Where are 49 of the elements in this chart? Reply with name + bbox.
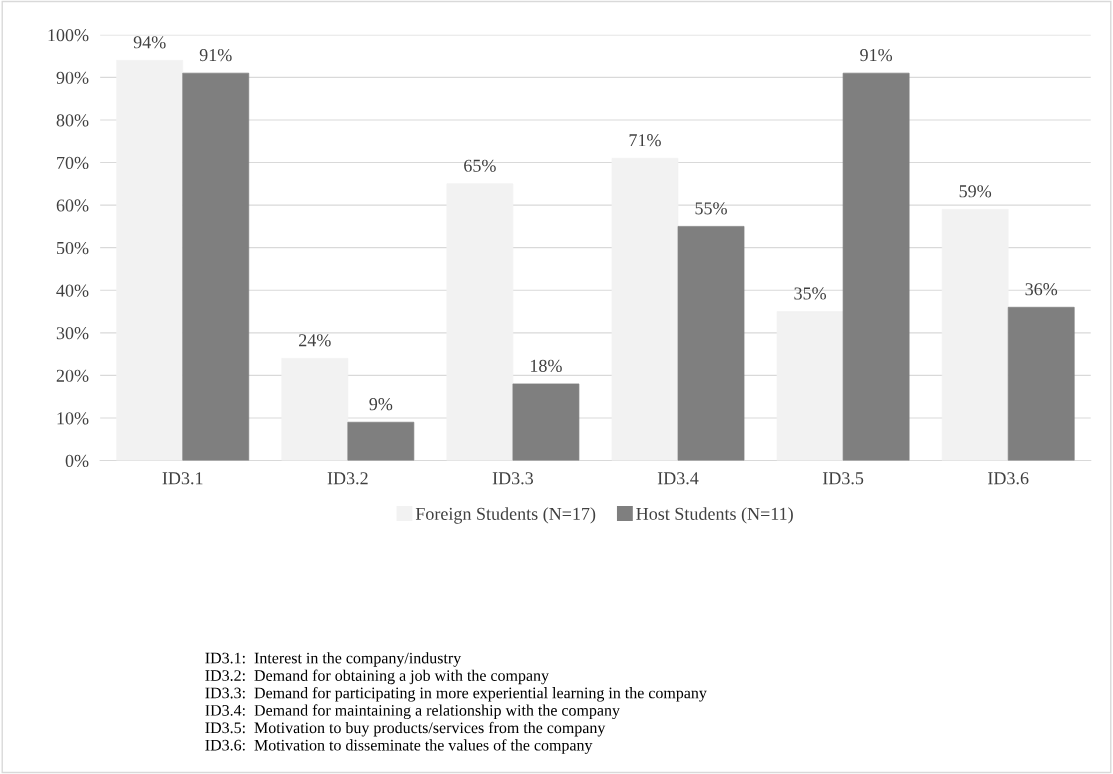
data-label: 9% — [369, 398, 393, 411]
y-tick-label: 60% — [56, 199, 89, 212]
data-label: 94% — [133, 36, 166, 49]
y-tick-label: 20% — [56, 369, 89, 382]
x-tick-label: ID3.2 — [327, 472, 368, 485]
y-tick-label: 80% — [56, 114, 89, 127]
x-tick-label: ID3.4 — [657, 472, 699, 485]
bar — [842, 72, 910, 461]
text: ID3.3: Demand for participating in more experiential learning in the company — [205, 686, 707, 702]
bar — [446, 183, 514, 461]
data-label: 35% — [794, 287, 827, 300]
legend-label: Foreign Students (N=17) — [415, 507, 596, 524]
x-tick-label: ID3.1 — [162, 472, 203, 485]
y-tick-label: 100% — [48, 29, 89, 42]
data-label: 55% — [695, 202, 727, 215]
data-label: 91% — [860, 48, 893, 62]
y-tick-label: 0% — [65, 454, 89, 468]
text: ID3.5: Motivation to buy products/services from the company — [205, 721, 606, 737]
text: ID3.1: Interest in the company/industry — [205, 652, 462, 667]
y-tick-label: 40% — [56, 284, 89, 297]
data-label: 71% — [629, 134, 661, 147]
y-tick-label: 70% — [57, 156, 89, 170]
data-label: 18% — [530, 359, 562, 372]
text: ID3.4: Demand for maintaining a relationship with the company — [205, 704, 620, 720]
text: ID3.2: Demand for obtaining a job with the company — [205, 669, 549, 685]
bar — [182, 72, 250, 461]
data-label: 24% — [299, 334, 331, 347]
bar — [941, 209, 1009, 461]
bar — [512, 383, 580, 461]
text: ID3.6: Motivation to disseminate the values of the company — [205, 739, 593, 754]
y-tick-label: 50% — [57, 241, 89, 255]
y-tick-label: 10% — [57, 412, 89, 425]
bar — [281, 358, 349, 461]
data-label: 65% — [464, 159, 496, 172]
y-tick-label: 30% — [56, 327, 89, 340]
x-tick-label: ID3.3 — [492, 472, 534, 485]
data-label: 91% — [199, 48, 232, 62]
data-label: 59% — [959, 185, 992, 198]
bar — [677, 226, 745, 461]
x-tick-label: ID3.6 — [988, 472, 1029, 485]
y-tick-label: 90% — [56, 71, 89, 84]
data-label: 36% — [1025, 283, 1058, 296]
bar — [116, 60, 184, 461]
bar — [347, 421, 415, 461]
bar — [611, 157, 679, 461]
bar — [776, 311, 844, 461]
bar — [1007, 306, 1075, 461]
x-tick-label: ID3.5 — [822, 472, 864, 485]
legend-label: Host Students (N=11) — [636, 507, 793, 524]
